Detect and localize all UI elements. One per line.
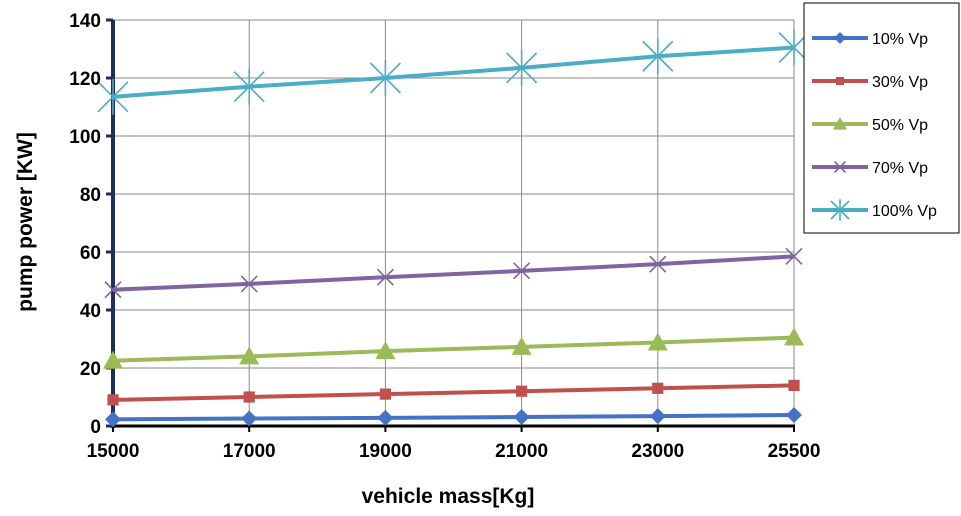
data-point-marker [785,247,803,265]
data-point-marker [652,382,664,394]
data-point-marker [830,199,850,221]
data-point-marker [103,350,123,369]
data-point-marker [513,262,531,280]
legend-label: 100% Vp [872,203,937,220]
y-tick-label: 60 [80,243,101,264]
data-point-marker [241,410,258,427]
data-point-marker [377,409,394,426]
legend-box [803,2,960,234]
data-point-marker [240,275,258,293]
data-point-marker [642,38,674,75]
series-line [112,412,795,422]
x-axis-title: vehicle mass[Kg] [362,485,535,508]
legend-label: 70% Vp [872,160,928,177]
data-point-marker [834,32,846,44]
gridlines [112,19,795,427]
x-tick-label: 19000 [359,441,412,462]
series-10-vp [105,406,802,428]
series-line [112,383,795,402]
data-point-marker [516,385,528,397]
legend-item: 70% Vp [812,160,928,177]
data-point-marker [833,160,847,174]
data-point-marker [506,49,538,86]
y-tick-label: 20 [80,359,101,380]
legend-label: 30% Vp [872,74,928,91]
series-line [112,335,795,363]
x-tick-label: 21000 [495,441,548,462]
series-70-vp [104,247,803,299]
series-group [97,29,810,428]
data-point-marker [379,388,391,400]
y-tick-label: 140 [69,11,101,32]
series-line [112,45,795,99]
legend-label: 50% Vp [872,117,928,134]
data-point-marker [649,408,666,425]
axes [106,18,795,432]
data-point-marker [649,255,667,273]
data-point-marker [233,68,265,105]
legend-item: 50% Vp [812,117,928,134]
legend-item: 30% Vp [812,74,928,91]
y-tick-label: 40 [80,301,101,322]
data-point-marker [833,117,847,130]
data-point-marker [511,336,532,355]
series-100-vp [97,29,810,115]
legend-item: 100% Vp [812,199,937,221]
data-point-marker [376,268,394,286]
x-tick-label: 23000 [631,441,684,462]
data-point-marker [243,391,255,403]
legend-item: 10% Vp [812,31,928,48]
tick-labels: 0 20 40 60 80 100 120 140 15000 17000 19000 21000 23… [69,11,820,462]
x-tick-label: 25500 [768,441,821,462]
data-point-marker [836,77,844,85]
data-point-marker [647,332,668,351]
data-point-marker [239,346,260,365]
data-point-marker [97,78,129,115]
legend: 10% Vp 30% Vp 50% Vp 70% Vp 100% Vp [803,2,960,234]
data-point-marker [105,411,121,428]
y-tick-label: 80 [80,185,101,206]
y-axis-title: pump power [KW] [14,132,37,312]
series-50-vp [103,327,804,369]
y-tick-label: 100 [69,127,101,148]
x-tick-label: 15000 [87,441,140,462]
data-point-marker [786,406,802,423]
data-point-marker [369,60,401,96]
data-point-marker [104,281,122,299]
data-point-marker [107,394,119,406]
data-point-marker [788,379,800,391]
data-point-marker [513,409,530,426]
data-point-marker [784,327,804,346]
data-point-marker [375,341,396,360]
legend-label: 10% Vp [872,31,928,48]
series-30-vp [107,379,800,406]
x-tick-label: 17000 [223,441,276,462]
y-tick-label: 120 [69,69,101,90]
series-line [112,254,795,292]
y-tick-label: 0 [90,417,101,438]
